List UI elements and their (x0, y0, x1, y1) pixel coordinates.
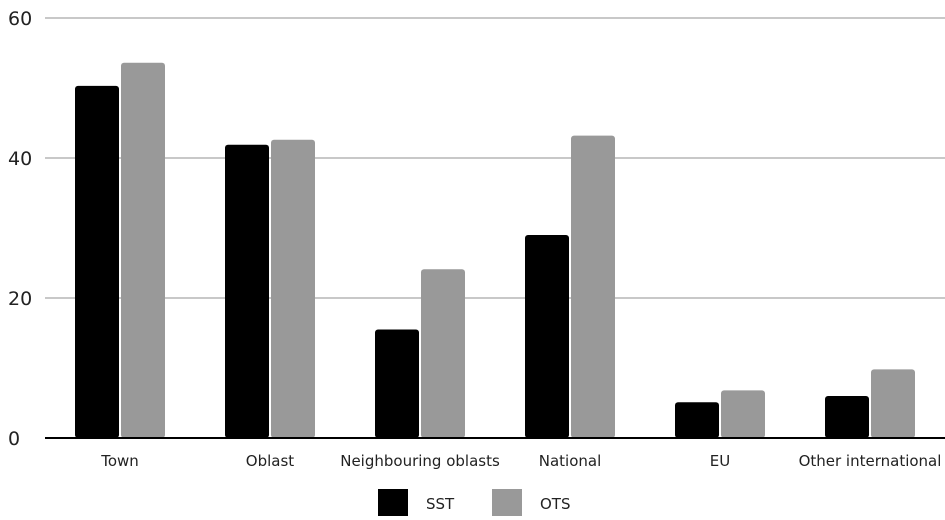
bar-ots-2 (421, 269, 465, 438)
x-tick-label: EU (710, 452, 730, 470)
y-tick-label: 0 (8, 428, 20, 450)
bars (75, 62, 915, 439)
bar-sst-4 (675, 402, 719, 438)
x-axis-ticks: Town Oblast Neighbouring oblasts National EU… (100, 452, 941, 470)
x-tick-label: Other international (799, 452, 942, 470)
bar-sst-1 (225, 144, 269, 438)
x-tick-label: National (539, 452, 602, 470)
y-axis-ticks: 0 20 40 60 (8, 8, 32, 450)
y-tick-label: 20 (8, 288, 32, 310)
bar-sst-3 (525, 235, 569, 438)
y-tick-label: 40 (8, 148, 32, 170)
bar-ots-3 (571, 135, 615, 438)
legend-label-ots: OTS (540, 495, 571, 513)
x-tick-label: Town (100, 452, 139, 470)
x-tick-label: Oblast (246, 452, 295, 470)
legend-label-sst: SST (426, 495, 455, 513)
bar-ots-5 (871, 369, 915, 438)
bar-ots-0 (121, 62, 165, 439)
legend-swatch-sst (378, 489, 408, 516)
bar-ots-4 (721, 390, 765, 438)
x-tick-label: Neighbouring oblasts (340, 452, 500, 470)
y-tick-label: 60 (8, 8, 32, 30)
bar-ots-1 (271, 139, 315, 439)
bar-sst-0 (75, 85, 119, 439)
bar-sst-5 (825, 396, 869, 438)
gridlines (45, 17, 945, 299)
legend-swatch-ots (492, 489, 522, 516)
legend: SST OTS (378, 489, 571, 516)
bar-sst-2 (375, 329, 419, 438)
